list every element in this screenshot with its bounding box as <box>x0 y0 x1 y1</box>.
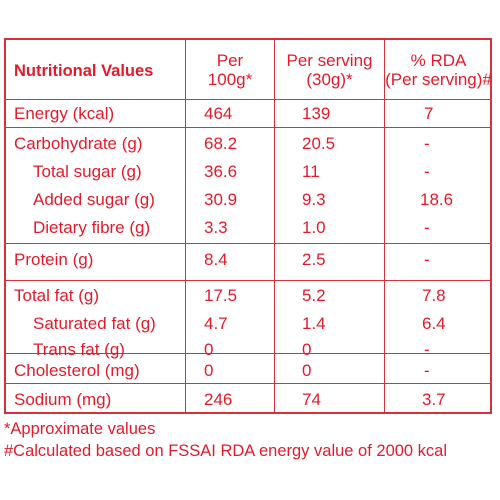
row-divider <box>6 243 490 244</box>
per-serving-value: 2.5 <box>302 250 326 269</box>
row-label: Sodium (mg) <box>14 390 112 409</box>
rda-value: 7 <box>424 104 434 123</box>
per-serving-value: 139 <box>302 104 331 123</box>
row-label: Energy (kcal) <box>14 104 115 123</box>
per-serving-value: 20.5 <box>302 134 336 153</box>
per-100g-value: 0 <box>204 361 214 380</box>
per-serving-value: 9.3 <box>302 190 326 209</box>
row-label: Added sugar (g) <box>33 190 155 209</box>
per-serving-header-line2: (30g)* <box>306 70 353 89</box>
row-divider <box>6 383 490 384</box>
per-100g-value: 246 <box>204 390 233 409</box>
rda-value: 6.4 <box>422 314 446 333</box>
footnote-approximate: *Approximate values <box>4 420 156 438</box>
per-100g-header-line1: Per <box>216 51 244 70</box>
rda-header-line2: (Per serving)# <box>385 70 492 89</box>
per-100g-value: 17.5 <box>204 286 238 305</box>
row-divider <box>6 353 490 354</box>
column-divider <box>185 40 186 412</box>
rda-value: - <box>424 134 430 153</box>
per-serving-header: Per serving (30g)* <box>275 51 384 89</box>
per-100g-header: Per 100g* <box>186 51 274 89</box>
rda-value: - <box>424 250 430 269</box>
column-divider <box>274 40 275 412</box>
row-label: Total fat (g) <box>14 286 100 305</box>
per-serving-value: 1.4 <box>302 314 326 333</box>
per-serving-value: 0 <box>302 340 312 359</box>
per-100g-value: 464 <box>204 104 233 123</box>
per-100g-value: 4.7 <box>204 314 228 333</box>
rda-value: - <box>424 361 430 380</box>
per-100g-value: 0 <box>204 340 214 359</box>
rda-value: 18.6 <box>420 190 454 209</box>
rda-value: - <box>424 162 430 181</box>
rda-header-line1: % RDA <box>410 51 467 70</box>
per-serving-value: 74 <box>302 390 321 409</box>
per-100g-value: 8.4 <box>204 250 228 269</box>
per-serving-value: 1.0 <box>302 218 326 237</box>
rda-value: - <box>424 340 430 359</box>
per-100g-value: 68.2 <box>204 134 238 153</box>
row-label: Dietary fibre (g) <box>33 218 151 237</box>
per-serving-header-line1: Per serving <box>286 51 373 70</box>
row-label: Carbohydrate (g) <box>14 134 143 153</box>
per-100g-value: 30.9 <box>204 190 238 209</box>
nutrition-table: Nutritional Values Per 100g* Per serving… <box>4 38 492 414</box>
row-label: Trans fat (g) <box>33 340 125 359</box>
per-100g-header-line2: 100g* <box>207 70 253 89</box>
row-label: Cholesterol (mg) <box>14 361 140 380</box>
footnote-rda: #Calculated based on FSSAI RDA energy va… <box>4 442 448 460</box>
per-serving-value: 11 <box>302 162 320 181</box>
row-label: Protein (g) <box>14 250 94 269</box>
rda-value: - <box>424 218 430 237</box>
per-100g-value: 3.3 <box>204 218 228 237</box>
row-label: Saturated fat (g) <box>33 314 156 333</box>
column-divider <box>384 40 385 412</box>
row-divider <box>6 280 490 281</box>
row-divider <box>6 99 490 100</box>
row-label: Total sugar (g) <box>33 162 142 181</box>
rda-value: 7.8 <box>422 286 446 305</box>
per-serving-value: 0 <box>302 361 312 380</box>
table-title: Nutritional Values <box>14 62 154 80</box>
per-serving-value: 5.2 <box>302 286 326 305</box>
per-100g-value: 36.6 <box>204 162 238 181</box>
row-divider <box>6 127 490 128</box>
rda-value: 3.7 <box>422 390 446 409</box>
rda-header: % RDA (Per serving)# <box>385 51 492 89</box>
